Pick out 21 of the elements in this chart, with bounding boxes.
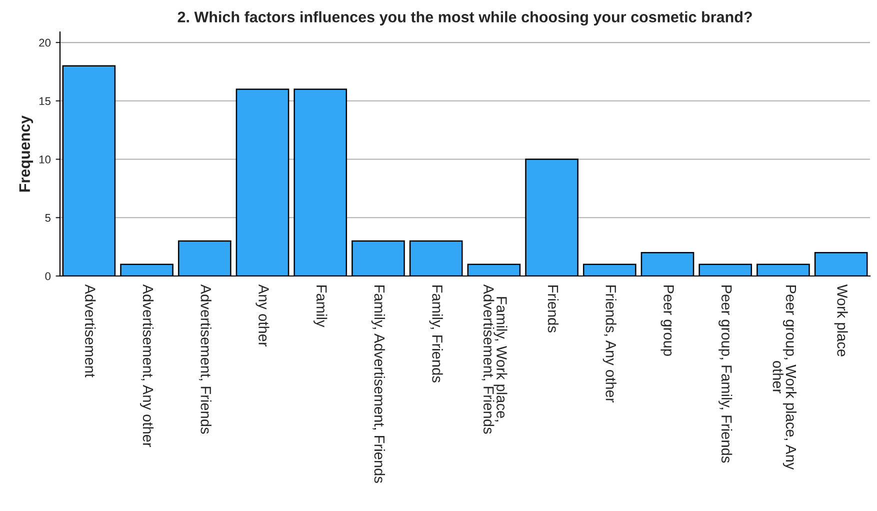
- x-tick-label: Advertisement, Friends: [199, 284, 212, 434]
- x-tick-label: Friends: [548, 286, 559, 332]
- chart-title: 2. Which factors influences you the most while choosing your cosmetic brand?: [178, 11, 752, 26]
- x-tick-label: Family: [314, 286, 328, 328]
- x-tick-label: Advertisement, Any other: [140, 284, 154, 448]
- x-tick-label: Friends, Any other: [602, 286, 616, 402]
- y-axis-title: Frequency: [19, 115, 34, 192]
- y-tick-label: 0: [45, 272, 51, 280]
- x-tick-label: Any other: [256, 284, 270, 347]
- y-tick-label: 10: [39, 156, 51, 164]
- x-tick-label: Work place: [834, 284, 848, 356]
- x-tick-label: Family, Advertisement, Friends: [371, 286, 386, 483]
- x-tick-label: Peer group, Work place, Any other: [772, 286, 797, 470]
- x-tick-label: Peer group: [660, 286, 674, 356]
- y-tick-label: 15: [39, 97, 51, 106]
- y-tick-label: 5: [45, 214, 51, 222]
- x-tick-label: Advertisement: [85, 284, 96, 378]
- y-tick-label: 20: [39, 38, 51, 47]
- x-tick-label: Peer group, Family, Friends: [718, 286, 732, 463]
- x-tick-label: Family, Friends: [429, 286, 443, 382]
- x-tick-label: Family, Work place, Advertisement, Friends: [482, 284, 508, 434]
